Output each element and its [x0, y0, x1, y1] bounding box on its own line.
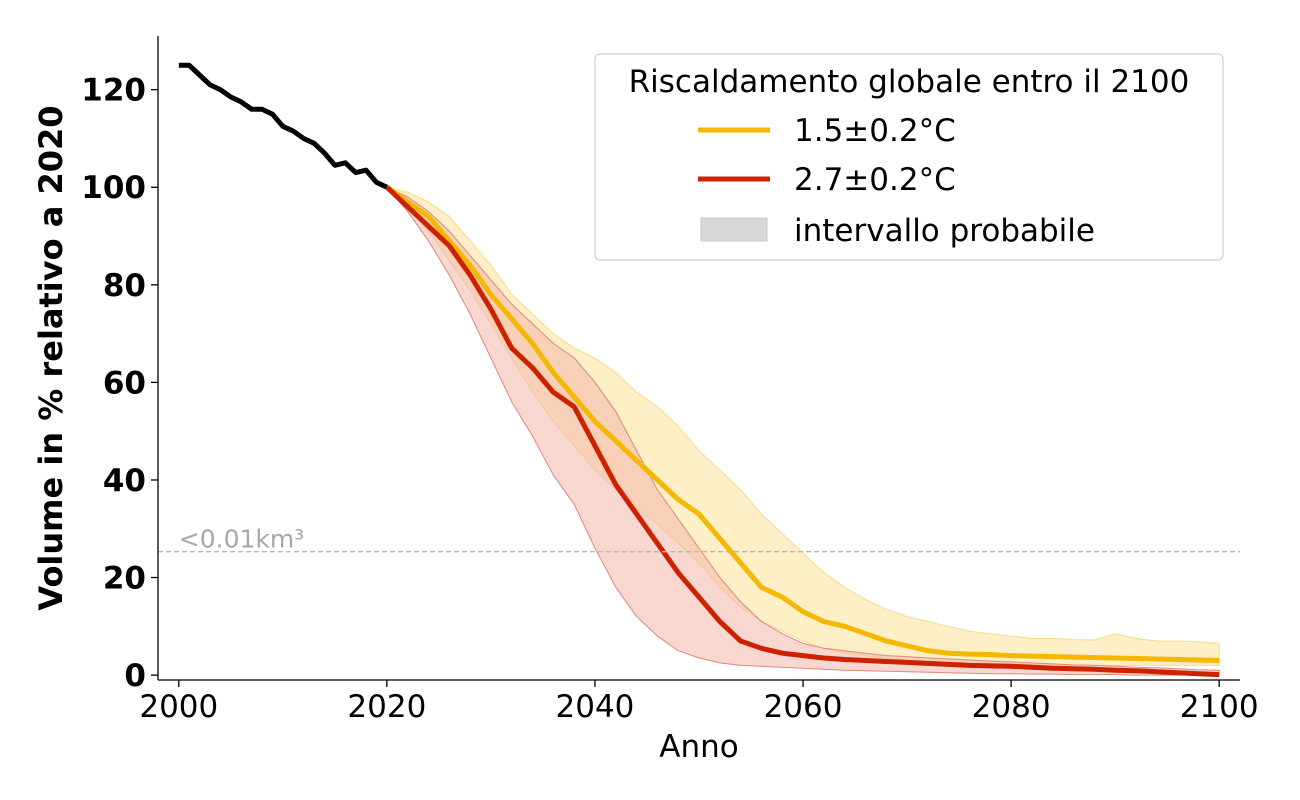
- threshold-label: <0.01km³: [179, 525, 304, 554]
- y-tick-label: 100: [81, 170, 146, 206]
- y-tick-label: 120: [81, 73, 146, 109]
- x-tick-label: 2040: [556, 689, 635, 725]
- legend-label-27: 2.7±0.2°C: [794, 162, 956, 198]
- y-tick-label: 60: [103, 365, 146, 401]
- legend: Riscaldamento globale entro il 2100 1.5±…: [594, 53, 1224, 261]
- x-tick-label: 2000: [139, 689, 218, 725]
- series-line-scenario_15: [385, 185, 1220, 663]
- y-tick-label: 20: [103, 561, 146, 597]
- y-axis-ticks: 0 20 40 60 80 100 120: [81, 73, 158, 694]
- legend-title: Riscaldamento globale entro il 2100: [629, 64, 1190, 100]
- x-axis-ticks: 2000 2020 2040 2060 2080 2100: [139, 680, 1259, 725]
- legend-swatch-range: [700, 217, 768, 242]
- legend-label-range: intervallo probabile: [794, 213, 1095, 249]
- series-line-scenario_27: [385, 185, 1220, 678]
- threshold-annotation: <0.01km³: [158, 525, 1240, 554]
- x-axis-title: Anno: [659, 729, 738, 765]
- y-tick-label: 40: [103, 463, 146, 499]
- legend-label-15: 1.5±0.2°C: [794, 113, 956, 149]
- x-tick-label: 2080: [972, 689, 1051, 725]
- y-tick-label: 80: [103, 268, 146, 304]
- legend-frame: [594, 53, 1224, 261]
- axes: [157, 36, 1240, 681]
- series-line-historical: [178, 62, 388, 190]
- x-tick-label: 2020: [347, 689, 426, 725]
- x-tick-label: 2100: [1180, 689, 1259, 725]
- x-tick-label: 2060: [764, 689, 843, 725]
- y-axis-title: Volume in % relativo a 2020: [32, 105, 70, 610]
- series-lines: [178, 62, 1220, 678]
- y-tick-label: 0: [124, 658, 146, 694]
